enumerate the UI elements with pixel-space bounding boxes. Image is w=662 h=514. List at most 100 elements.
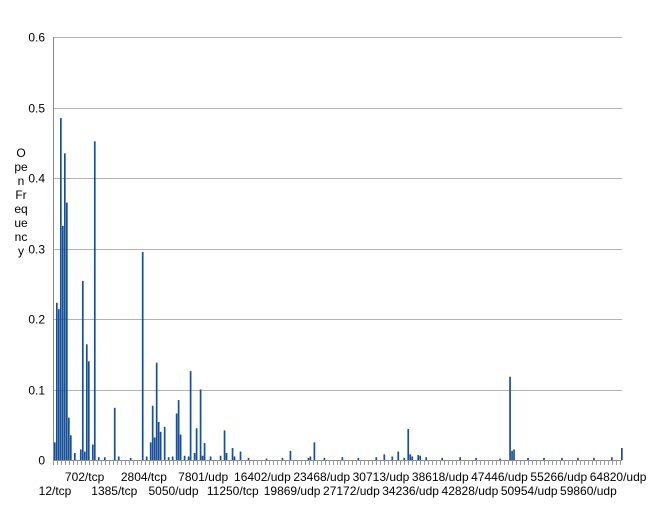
bar (375, 457, 378, 460)
bar (91, 444, 94, 460)
bar (83, 451, 86, 460)
x-tick-label: 5050/udp (148, 484, 198, 498)
bar (155, 362, 158, 460)
bar (193, 452, 196, 460)
bar (65, 202, 68, 461)
bar (231, 448, 234, 460)
x-tick-label: 47446/udp (471, 470, 528, 484)
bar (54, 442, 56, 461)
bar (419, 455, 422, 460)
y-tick-label: 0.4 (28, 172, 45, 186)
x-axis: 12/tcp 1385/tcp 5050/udp 11250/tcp 19869/udp… (39, 460, 647, 498)
bar (441, 457, 444, 460)
bar (425, 457, 428, 460)
x-tick-label: 64820/udp (590, 470, 647, 484)
bar (59, 118, 62, 460)
x-tick-label: 59860/udp (560, 484, 617, 498)
x-tick-label: 23468/udp (293, 470, 350, 484)
bar (219, 455, 222, 460)
x-tick-label: 30713/udp (353, 470, 410, 484)
x-tick-label: 7801/udp (178, 470, 228, 484)
bar (511, 450, 513, 460)
bar (81, 280, 84, 460)
x-tick-label: 1385/tcp (91, 484, 137, 498)
bar (407, 428, 410, 460)
bar (203, 443, 206, 460)
bar (151, 405, 154, 460)
bar (79, 449, 82, 460)
bar (179, 434, 182, 460)
bar (129, 457, 132, 460)
bar (247, 457, 250, 460)
y-tick-label: 0.6 (28, 31, 45, 45)
x-tick-label: 12/tcp (39, 484, 72, 498)
bar (117, 456, 120, 460)
bar (309, 456, 312, 460)
bar (201, 455, 204, 460)
bar (475, 457, 477, 460)
x-tick-label: 55266/udp (530, 470, 587, 484)
bar (417, 455, 420, 460)
bar (153, 437, 156, 460)
bar (103, 457, 106, 460)
bar (621, 448, 623, 460)
bar (97, 457, 100, 460)
bar (183, 455, 186, 460)
bar (409, 454, 412, 460)
bar (239, 451, 242, 460)
bar (141, 252, 144, 460)
bar (341, 457, 344, 460)
bar (391, 456, 394, 460)
bar (307, 457, 310, 460)
bar (195, 428, 198, 460)
bar (87, 361, 90, 460)
y-tick-label: 0 (38, 454, 45, 468)
bar (265, 458, 268, 460)
bar (157, 421, 160, 460)
bar (113, 407, 116, 460)
y-tick-label: 0.1 (28, 384, 45, 398)
x-tick-label: 11250/tcp (207, 484, 259, 498)
y-tick-label: 0.5 (28, 102, 45, 116)
x-tick-label: 42828/udp (442, 484, 499, 498)
bar (67, 417, 70, 460)
bar (561, 457, 563, 460)
bar (145, 456, 148, 460)
x-tick-label: 34236/udp (382, 484, 439, 498)
y-tick-label: 0.3 (28, 243, 45, 257)
bar (281, 457, 284, 460)
bar (499, 458, 501, 460)
bar (61, 225, 64, 460)
bar (189, 371, 192, 460)
bar (459, 457, 461, 460)
bar (577, 457, 579, 460)
bar (509, 376, 511, 460)
bar (513, 449, 515, 460)
x-tick-label: 16402/udp (234, 470, 291, 484)
bar (313, 442, 316, 461)
x-tick-label: 702/tcp (65, 470, 105, 484)
x-tick-label: 38618/udp (412, 470, 469, 484)
bar (209, 456, 212, 460)
y-axis-title: Open Frequency (14, 146, 28, 258)
bar (593, 457, 595, 460)
bar (56, 302, 58, 460)
bar (225, 452, 228, 460)
bar (289, 450, 292, 460)
bar-series (54, 118, 623, 461)
bar (163, 426, 166, 460)
y-tick-label: 0.2 (28, 313, 45, 327)
x-tick-label: 19869/udp (264, 484, 321, 498)
bar (611, 457, 613, 460)
bar (167, 457, 170, 460)
bar (177, 400, 180, 460)
bar (397, 451, 400, 460)
bar (85, 344, 88, 460)
x-tick-label: 50954/udp (501, 484, 558, 498)
bar (73, 452, 76, 460)
bar (543, 457, 545, 460)
bar (69, 435, 72, 460)
bar (323, 457, 326, 460)
bar (403, 457, 406, 460)
